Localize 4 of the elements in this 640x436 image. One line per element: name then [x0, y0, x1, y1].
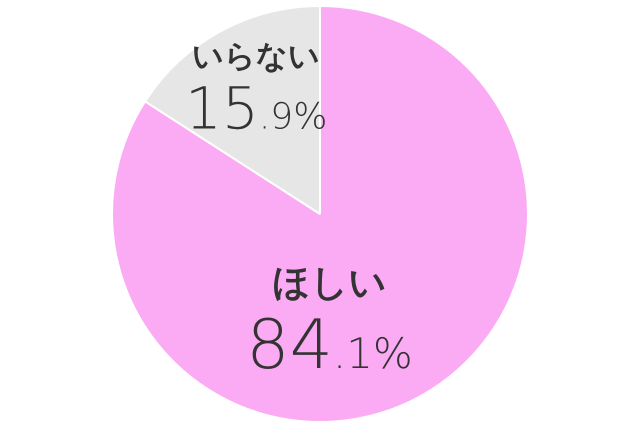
slice-label: ほしい [272, 260, 387, 304]
data-label: 84.1% [246, 306, 413, 385]
slice-label: いらない [192, 38, 320, 75]
data-label: 15.9% [185, 74, 328, 143]
